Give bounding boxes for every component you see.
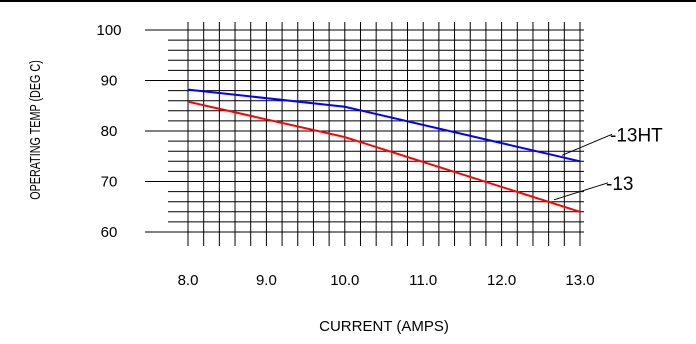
x-axis-title: CURRENT (AMPS)	[319, 318, 449, 335]
y-tick-label: 80	[101, 123, 118, 140]
series-line-13	[187, 100, 581, 213]
axis-ticks: 60 70 80 90 100 8.0 9.0 10.0 11.0 12.0 13.0	[96, 22, 594, 289]
series-line-13ht	[187, 88, 581, 163]
y-tick-label: 100	[96, 22, 121, 39]
y-tick-label: 90	[101, 73, 118, 90]
x-tick-label: 8.0	[178, 272, 199, 289]
series-labels: -13HT -13	[553, 125, 663, 201]
x-tick-label: 10.0	[330, 272, 359, 289]
series-label-leader-line	[561, 133, 613, 156]
x-tick-label: 13.0	[565, 272, 594, 289]
y-axis-title: OPERATING TEMP (DEG C)	[26, 60, 43, 200]
x-tick-label: 12.0	[487, 272, 516, 289]
series-label-13ht: -13HT	[610, 125, 663, 146]
series-label-13: -13	[606, 174, 633, 195]
y-tick-label: 70	[101, 174, 118, 191]
grid	[145, 22, 584, 246]
x-tick-label: 9.0	[256, 272, 277, 289]
y-tick-label: 60	[101, 224, 118, 241]
series-label-leader-line	[553, 182, 609, 201]
series-lines	[187, 88, 581, 213]
x-tick-label: 11.0	[409, 272, 437, 289]
